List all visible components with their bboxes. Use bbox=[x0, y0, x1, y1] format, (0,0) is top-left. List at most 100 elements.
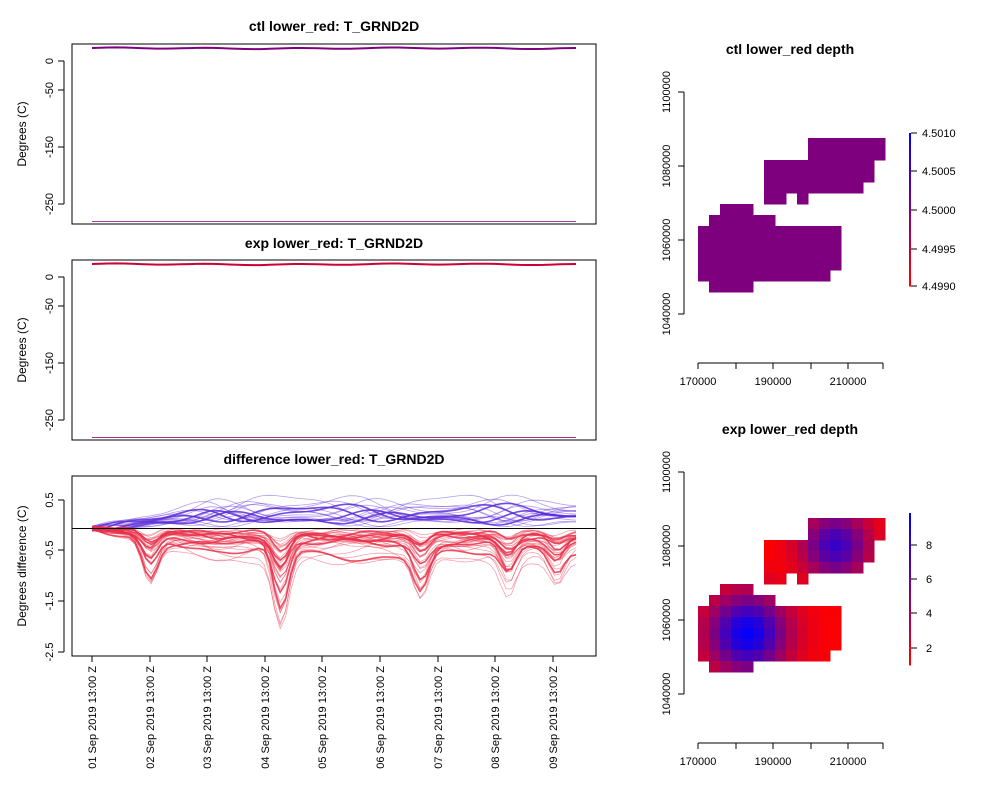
ctl-depth-cell bbox=[775, 171, 787, 183]
exp-depth-cell bbox=[698, 639, 710, 651]
ctl-depth-cell bbox=[819, 237, 831, 249]
ctl-depth-cell bbox=[720, 270, 732, 282]
difference-series-line bbox=[91, 526, 577, 583]
ctl-depth-xtick-label: 190000 bbox=[755, 376, 792, 388]
ctl-depth-cell bbox=[731, 226, 743, 238]
exp-depth-cell bbox=[786, 562, 798, 574]
exp-depth-cell bbox=[808, 628, 820, 640]
ctl-depth-cell bbox=[753, 237, 765, 249]
ctl-depth-cell bbox=[797, 171, 809, 183]
colorbar-segment bbox=[909, 581, 911, 586]
exp-depth-cell bbox=[753, 639, 765, 651]
ctl-depth-cell bbox=[852, 160, 864, 172]
colorbar-segment bbox=[909, 148, 911, 153]
difference-series-line bbox=[91, 528, 577, 564]
exp-depth-cell bbox=[874, 529, 886, 541]
exp-depth-cell bbox=[797, 639, 809, 651]
ctl-depth-cell bbox=[808, 160, 820, 172]
colorbar-segment bbox=[909, 604, 911, 609]
exp-depth-cell bbox=[698, 650, 710, 662]
exp-depth-cell bbox=[764, 540, 776, 552]
difference-yaxis: 0.5 -0.5 -1.5 -2.5 bbox=[44, 492, 65, 662]
ctl-depth-cell bbox=[753, 215, 765, 227]
exp-depth-cell bbox=[863, 529, 875, 541]
colorbar-segment bbox=[909, 539, 911, 544]
exp-depth-cell bbox=[808, 529, 820, 541]
exp-depth-xtick-label: 170000 bbox=[680, 756, 717, 768]
colorbar-segment bbox=[909, 159, 911, 165]
difference-xtick-label: 09 Sep 2019 13:00 Z bbox=[548, 666, 560, 769]
exp-depth-cell bbox=[863, 551, 875, 563]
exp-depth-cell bbox=[709, 650, 721, 662]
exp-depth-cell bbox=[841, 540, 853, 552]
ctl-depth-cell bbox=[841, 149, 853, 161]
difference-ytick-label: -2.5 bbox=[44, 643, 56, 662]
ctl-depth-cell bbox=[709, 226, 721, 238]
exp-depth-title: exp lower_red depth bbox=[722, 421, 858, 437]
exp-depth-cell bbox=[764, 617, 776, 629]
ctl-depth-cell bbox=[808, 171, 820, 183]
exp-depth-cell bbox=[786, 551, 798, 563]
colorbar-segment bbox=[909, 543, 911, 548]
colorbar-segment bbox=[909, 600, 911, 605]
ctl-depth-yaxis: 1040000 1060000 1080000 1100000 bbox=[661, 71, 685, 335]
colorbar-segment bbox=[909, 513, 911, 518]
ctl-temperature-ytick-label: 0 bbox=[44, 58, 56, 64]
exp-depth-cell bbox=[709, 595, 721, 607]
exp-depth-cell bbox=[742, 628, 754, 640]
exp-depth-cell bbox=[786, 628, 798, 640]
exp-depth-xtick-label: 210000 bbox=[830, 756, 867, 768]
exp-depth-cell bbox=[841, 551, 853, 563]
colorbar-segment bbox=[909, 642, 911, 647]
exp-depth-cell bbox=[709, 661, 721, 673]
exp-depth-colorbar-label: 6 bbox=[926, 574, 932, 586]
ctl-depth-cell bbox=[830, 171, 842, 183]
ctl-depth-cell bbox=[742, 281, 754, 293]
colorbar-segment bbox=[909, 247, 911, 253]
difference-series-line bbox=[91, 504, 577, 527]
ctl-depth-cell bbox=[775, 182, 787, 194]
ctl-depth-cell bbox=[841, 160, 853, 172]
exp-depth-cell bbox=[819, 551, 831, 563]
ctl-depth-cell bbox=[819, 248, 831, 260]
exp-depth-cell bbox=[775, 650, 787, 662]
ctl-depth-cell bbox=[808, 149, 820, 161]
exp-temperature-ytick-label: 0 bbox=[44, 274, 56, 280]
exp-depth-cell bbox=[698, 617, 710, 629]
exp-temperature-series-line bbox=[91, 262, 577, 267]
colorbar-segment bbox=[909, 190, 911, 195]
difference-ytick-label: -1.5 bbox=[44, 592, 56, 611]
colorbar-segment bbox=[909, 228, 911, 233]
colorbar-segment bbox=[909, 623, 911, 628]
exp-depth-cell bbox=[808, 617, 820, 629]
colorbar-segment bbox=[909, 282, 911, 287]
ctl-depth-cell bbox=[819, 160, 831, 172]
ctl-depth-cell bbox=[819, 270, 831, 282]
ctl-temperature-plot-frame bbox=[71, 43, 597, 225]
difference-series-line bbox=[91, 527, 577, 560]
ctl-temperature-ytick-label: -250 bbox=[44, 193, 56, 215]
ctl-depth-cell bbox=[808, 270, 820, 282]
exp-depth-cell bbox=[830, 518, 842, 530]
ctl-depth-cell bbox=[709, 248, 721, 260]
ctl-depth-cell bbox=[819, 182, 831, 194]
colorbar-segment bbox=[909, 649, 911, 655]
ctl-depth-cell bbox=[841, 171, 853, 183]
colorbar-segment bbox=[909, 524, 911, 529]
exp-depth-colorbar-ticks: 2 4 6 8 bbox=[911, 540, 932, 655]
exp-depth-cell bbox=[819, 540, 831, 552]
ctl-depth-panel: ctl lower_red depth 1040000 1060000 1080… bbox=[661, 41, 956, 388]
colorbar-segment bbox=[909, 516, 911, 522]
colorbar-segment bbox=[909, 657, 911, 662]
exp-depth-cell bbox=[709, 617, 721, 629]
ctl-depth-cell bbox=[863, 149, 875, 161]
ctl-depth-cell bbox=[764, 193, 776, 205]
ctl-depth-title: ctl lower_red depth bbox=[726, 41, 854, 57]
ctl-depth-cell bbox=[797, 160, 809, 172]
ctl-depth-cell bbox=[786, 226, 798, 238]
exp-depth-cell bbox=[852, 562, 864, 574]
ctl-depth-cell bbox=[775, 259, 787, 271]
difference-series-line bbox=[91, 494, 577, 532]
colorbar-segment bbox=[909, 608, 911, 613]
